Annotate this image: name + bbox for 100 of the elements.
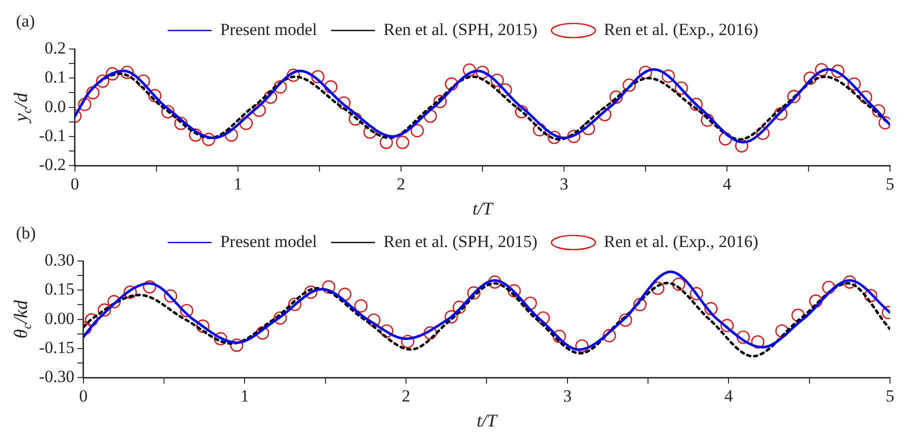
point: [274, 311, 287, 325]
x-tick-label: 5: [886, 386, 894, 406]
point: [202, 132, 216, 146]
x-tick-label: 2: [396, 174, 406, 194]
point: [598, 108, 612, 122]
point: [751, 335, 764, 348]
point: [774, 107, 788, 120]
point: [662, 70, 675, 83]
point: [78, 98, 92, 111]
point: [124, 285, 137, 299]
point: [462, 63, 476, 77]
y-tick-label: 0.30: [44, 250, 74, 270]
point: [433, 94, 447, 108]
y-tick-label: 0.1: [44, 68, 66, 87]
point: [311, 70, 324, 84]
point: [508, 284, 521, 298]
point: [444, 310, 458, 324]
point: [638, 66, 652, 79]
legend-label: Present model: [220, 232, 318, 251]
point: [96, 74, 110, 88]
point: [354, 299, 368, 312]
point: [348, 112, 362, 126]
point: [452, 300, 466, 314]
point: [575, 339, 588, 353]
point: [304, 285, 318, 299]
point: [498, 83, 512, 96]
legend-label: Ren et al. (SPH, 2015): [383, 232, 538, 251]
point: [831, 64, 844, 78]
point: [848, 77, 861, 91]
y-tick-label: 0.00: [44, 308, 74, 328]
point: [548, 130, 561, 144]
point: [161, 105, 174, 118]
point: [704, 302, 718, 316]
point: [610, 90, 623, 104]
text: (b): [16, 223, 36, 242]
x-tick-label: 0: [79, 386, 88, 406]
point: [106, 67, 120, 80]
point: [804, 72, 817, 85]
x-axis-title: t/T: [472, 198, 494, 219]
point: [490, 74, 504, 87]
point: [602, 329, 616, 342]
x-axis-title: t/T: [476, 410, 499, 431]
legend-label: Ren et al. (Exp., 2016): [604, 20, 758, 39]
legend-label: Present model: [220, 20, 318, 39]
point: [843, 275, 856, 289]
point: [380, 324, 394, 338]
point: [720, 318, 734, 332]
point: [872, 104, 886, 118]
y-tick-label: 0.2: [44, 38, 66, 58]
y-tick-label: -0.30: [38, 367, 74, 386]
point: [86, 86, 100, 100]
x-tick-label: 3: [563, 386, 572, 406]
point: [322, 280, 336, 294]
y-axis-title: yc/d: [11, 92, 34, 124]
point: [674, 81, 688, 95]
y-tick-label: -0.2: [38, 155, 66, 174]
point: [324, 80, 338, 94]
point: [396, 136, 410, 149]
x-tick-label: 1: [240, 386, 249, 406]
point: [514, 105, 528, 118]
x-tick-label: 3: [560, 174, 568, 194]
point: [180, 304, 194, 318]
x-tick-label: 4: [722, 174, 732, 194]
y-tick-label: 0.0: [44, 96, 66, 116]
point: [224, 128, 238, 142]
point: [689, 98, 703, 111]
point: [467, 286, 480, 300]
point: [809, 294, 822, 308]
x-tick-label: 4: [724, 386, 734, 406]
point: [148, 89, 162, 102]
point: [700, 114, 714, 127]
point: [288, 298, 302, 311]
point: [735, 139, 748, 152]
point: [756, 126, 770, 140]
line-series: [83, 270, 890, 351]
point: [488, 275, 502, 289]
point: [618, 313, 632, 327]
legend-label: Ren et al. (Exp., 2016): [604, 232, 758, 251]
point: [136, 74, 150, 88]
y-axis-title: θc/kd: [11, 300, 34, 338]
point: [690, 287, 704, 300]
x-tick-label: 1: [234, 174, 242, 194]
point: [174, 116, 188, 130]
point: [286, 68, 300, 82]
point: [787, 90, 800, 104]
point: [230, 338, 244, 352]
point: [84, 313, 98, 326]
point: [98, 303, 111, 317]
point: [622, 78, 636, 92]
point: [424, 326, 437, 340]
y-tick-label: -0.15: [38, 338, 74, 357]
point: [337, 96, 350, 110]
point: [239, 116, 253, 130]
point: [476, 66, 490, 79]
point: [188, 128, 202, 142]
x-tick-label: 0: [70, 174, 80, 194]
point: [814, 63, 828, 76]
point: [672, 278, 686, 291]
point: [822, 280, 836, 294]
point: [582, 122, 596, 136]
